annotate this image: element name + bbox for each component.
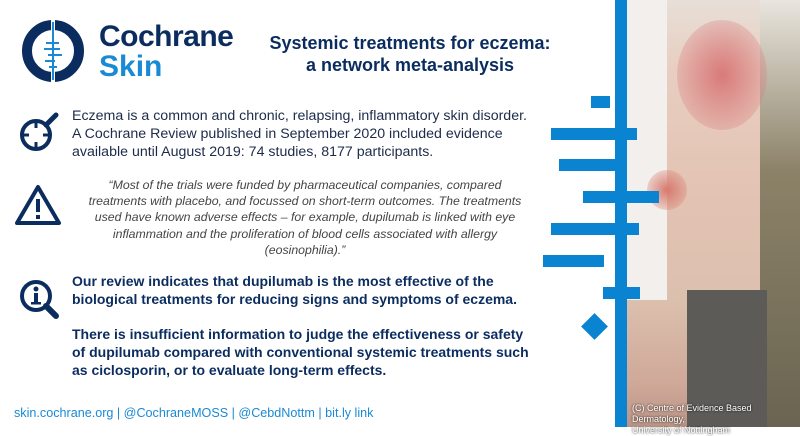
page-title: Systemic treatments for eczema: a networ… <box>250 32 570 76</box>
finding-line: as ciclosporin, or to evaluate long-term… <box>72 362 387 378</box>
finding-line: biological treatments for reducing signs… <box>72 291 517 307</box>
cochrane-logo <box>22 20 84 82</box>
title-line: a network meta-analysis <box>305 55 515 75</box>
quote-line: (eosinophilia).” <box>264 242 346 257</box>
quote-line: treatments with placebo, and focussed on… <box>88 194 522 209</box>
quote-line: used have known adverse effects – for ex… <box>94 210 516 225</box>
info-search-icon <box>20 280 59 319</box>
warning-icon <box>15 185 61 225</box>
footer-links[interactable]: skin.cochrane.org | @CochraneMOSS | @Ceb… <box>14 406 374 420</box>
title-line: Systemic treatments for eczema: <box>269 33 551 53</box>
quote-text: “Most of the trials were funded by pharm… <box>80 177 530 258</box>
forest-plot-bar <box>591 96 610 108</box>
finding-main: Our review indicates that dupilumab is t… <box>72 272 612 308</box>
finding-secondary: There is insufficient information to jud… <box>72 325 612 379</box>
brand-sub: Skin <box>99 50 163 83</box>
eczema-arm-photo <box>627 0 800 427</box>
forest-plot-bar <box>543 255 604 267</box>
forest-plot-bar <box>551 223 639 235</box>
photo-credit: (C) Centre of Evidence Based Dermatology… <box>632 403 800 436</box>
forest-plot-line <box>615 0 627 427</box>
brand-name: Cochrane <box>99 20 234 53</box>
credit-line: (C) Centre of Evidence Based Dermatology… <box>632 403 752 424</box>
forest-plot-bar <box>583 191 659 203</box>
quote-line: “Most of the trials were funded by pharm… <box>108 178 502 192</box>
finding-line: of dupilumab compared with conventional … <box>72 344 529 360</box>
intro-line: Eczema is a common and chronic, relapsin… <box>72 108 527 124</box>
forest-plot-bar <box>603 287 640 299</box>
forest-plot-bar <box>559 159 617 171</box>
quote-line: inflammation and the proliferation of bl… <box>112 226 498 241</box>
target-search-icon <box>20 112 59 151</box>
finding-line: There is insufficient information to jud… <box>72 326 524 342</box>
forest-plot-bar <box>551 128 637 140</box>
intro-line: A Cochrane Review published in September… <box>72 126 503 142</box>
intro-line: available until August 2019: 74 studies,… <box>72 144 434 160</box>
finding-line: Our review indicates that dupilumab is t… <box>72 273 494 289</box>
intro-text: Eczema is a common and chronic, relapsin… <box>72 107 612 161</box>
